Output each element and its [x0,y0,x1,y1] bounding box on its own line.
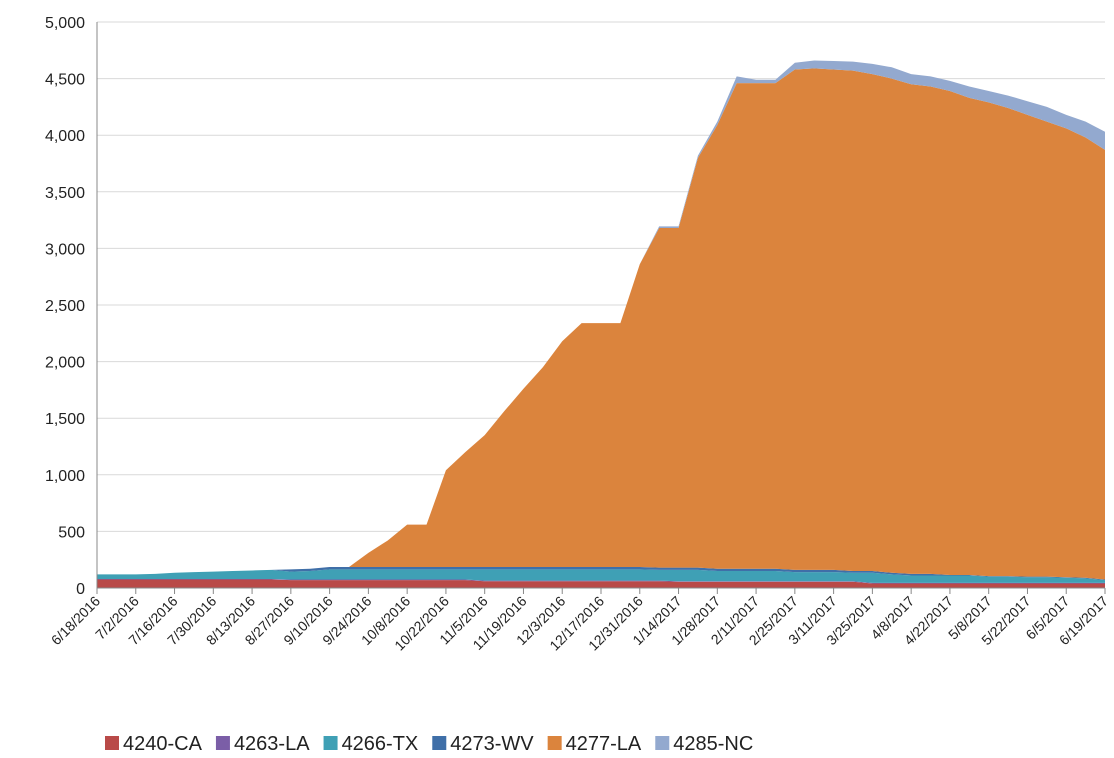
area [97,567,1105,581]
y-tick-label: 1,500 [45,411,85,428]
y-tick-label: 0 [76,581,85,598]
y-tick-label: 5,000 [45,15,85,32]
y-tick-label: 500 [58,524,85,541]
legend-label: 4240-CA [123,733,203,755]
area [97,68,1105,580]
legend-label: 4273-WV [450,733,534,755]
y-tick-label: 4,500 [45,72,85,89]
legend-swatch [105,736,119,750]
y-tick-label: 3,000 [45,241,85,258]
legend-label: 4285-NC [673,733,753,755]
y-tick-label: 2,500 [45,298,85,315]
area [97,578,1105,584]
legend-swatch [323,736,338,750]
area [97,579,1105,588]
legend-label: 4277-LA [566,733,642,755]
y-tick-label: 2,000 [45,355,85,372]
y-tick-label: 1,000 [45,468,85,485]
legend-swatch [215,736,230,750]
y-tick-label: 4,000 [45,128,85,145]
x-tick-label: 6/18/2016 [48,593,104,649]
legend-label: 4263-LA [234,733,310,755]
legend-label: 4266-TX [342,733,419,755]
legend-swatch [655,736,670,750]
legend-swatch [432,736,447,750]
legend: 4240-CA 4263-LA 4266-TX 4273-WV 4277-LA 4285-… [105,733,753,755]
y-tick-label: 3,500 [45,185,85,202]
legend-swatch [547,736,562,750]
